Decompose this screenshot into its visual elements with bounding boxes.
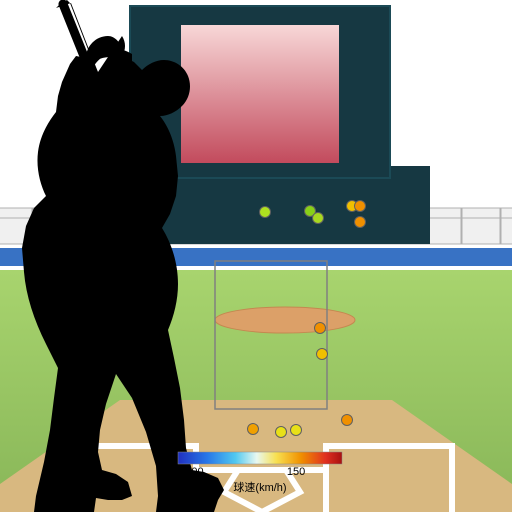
colorscale-label: 球速(km/h) bbox=[233, 479, 286, 495]
colorscale-tick: 100 bbox=[185, 466, 203, 478]
chart-canvas: 100 150球速(km/h) bbox=[0, 0, 512, 512]
velocity-colorscale bbox=[0, 0, 512, 512]
colorscale-tick: 150 bbox=[287, 466, 305, 478]
